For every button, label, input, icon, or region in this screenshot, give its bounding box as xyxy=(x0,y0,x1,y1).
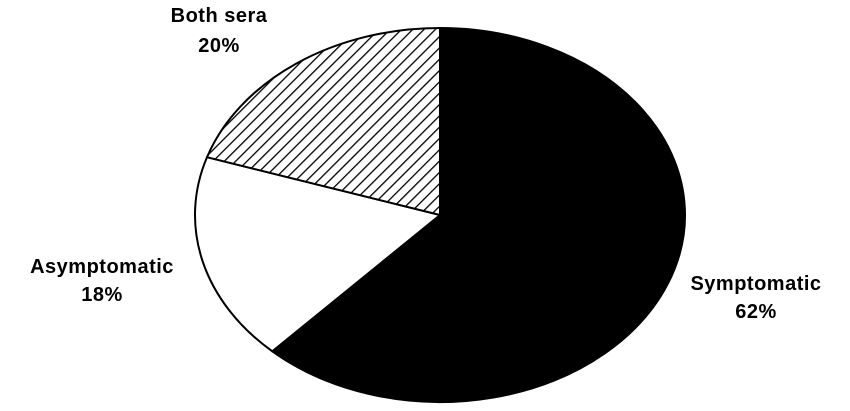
slice-label-asymptomatic: Asymptomatic xyxy=(30,256,174,278)
slice-value-symptomatic: 62% xyxy=(735,301,777,323)
pie-slice-asymptomatic xyxy=(194,156,441,353)
pie-slice-symptomatic xyxy=(271,27,686,403)
slice-value-asymptomatic: 18% xyxy=(81,284,123,306)
labels-layer: Symptomatic 62% Asymptomatic 18% Both sera 20… xyxy=(30,5,821,323)
slice-label-symptomatic: Symptomatic xyxy=(690,273,821,295)
pie-slice-both-sera xyxy=(205,27,441,216)
slice-label-both-sera: Both sera xyxy=(171,5,268,27)
slice-value-both-sera: 20% xyxy=(198,35,240,57)
slices-layer xyxy=(194,27,686,403)
